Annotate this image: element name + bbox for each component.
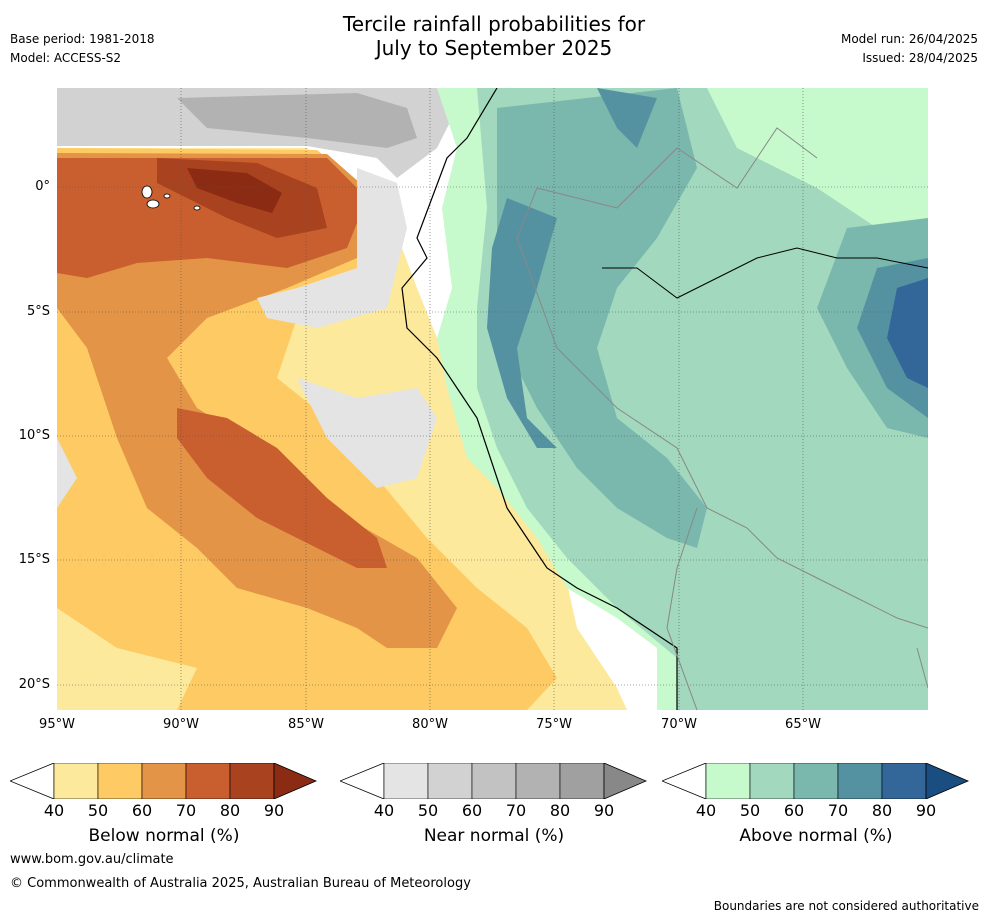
y-tick-5s: 5°S (26, 304, 50, 319)
rainfall-map (57, 88, 928, 710)
cbar3-tick-40: 40 (695, 801, 717, 820)
galapagos-islands (141, 185, 201, 211)
colorbar-above-min-extend (662, 763, 707, 799)
below-normal-region-90 (187, 168, 282, 213)
above-normal-region-80 (887, 278, 928, 388)
base-period: Base period: 1981-2018 (10, 32, 155, 46)
colorbar-near-max-extend (603, 763, 648, 799)
colorbar-below-min-extend (10, 763, 55, 799)
river-amazon (602, 247, 928, 299)
colorbar-near-normal (340, 763, 648, 799)
colorbar-below-normal (10, 763, 318, 799)
cbar2-tick-90: 90 (593, 801, 615, 820)
x-tick-65w: 65°W (785, 717, 821, 732)
y-tick-20s: 20°S (18, 677, 50, 692)
cbar2-tick-50: 50 (417, 801, 439, 820)
colorbar-below-label: Below normal (%) (88, 826, 240, 846)
below-normal-region-70 (57, 158, 387, 568)
cbar2-tick-80: 80 (549, 801, 571, 820)
x-tick-75w: 75°W (536, 717, 572, 732)
cbar2-tick-60: 60 (461, 801, 483, 820)
cbar3-tick-80: 80 (871, 801, 893, 820)
colorbar-below-segment (97, 763, 143, 799)
model-run: Model run: 26/04/2025 (840, 32, 978, 46)
title-line-1: Tercile rainfall probabilities for (342, 12, 646, 36)
x-tick-70w: 70°W (661, 717, 697, 732)
cbar2-tick-70: 70 (505, 801, 527, 820)
cbar2-tick-40: 40 (373, 801, 395, 820)
cbar1-tick-60: 60 (131, 801, 153, 820)
colorbar-near-segment (427, 763, 473, 799)
title-line-2: July to September 2025 (375, 36, 613, 60)
colorbar-near-label: Near normal (%) (423, 826, 565, 846)
colorbar-above-segment (837, 763, 883, 799)
boundaries-note: Boundaries are not considered authoritat… (713, 899, 979, 913)
y-tick-15s: 15°S (18, 552, 50, 567)
x-tick-95w: 95°W (39, 717, 75, 732)
y-tick-0: 0° (35, 179, 50, 194)
cbar1-tick-50: 50 (87, 801, 109, 820)
x-tick-90w: 90°W (163, 717, 199, 732)
cbar3-tick-90: 90 (915, 801, 937, 820)
coastline (401, 88, 678, 710)
cbar3-tick-70: 70 (827, 801, 849, 820)
colorbar-below-segment (141, 763, 187, 799)
colorbar-above-segment (705, 763, 751, 799)
y-tick-10s: 10°S (18, 428, 50, 443)
above-normal-region-60 (497, 88, 928, 548)
cbar1-tick-40: 40 (43, 801, 65, 820)
near-normal-region-north-dark (177, 93, 417, 148)
model-name: Model: ACCESS-S2 (10, 51, 122, 65)
cbar1-tick-80: 80 (219, 801, 241, 820)
issued-date: Issued: 28/04/2025 (862, 51, 978, 65)
cbar1-tick-90: 90 (263, 801, 285, 820)
colorbar-below-segment (185, 763, 231, 799)
x-tick-80w: 80°W (412, 717, 448, 732)
colorbar-above-segment (881, 763, 927, 799)
cbar3-tick-60: 60 (783, 801, 805, 820)
map-grid (57, 88, 928, 710)
country-borders (516, 127, 928, 710)
footer-copyright: © Commonwealth of Australia 2025, Austra… (10, 876, 471, 891)
cbar1-tick-70: 70 (175, 801, 197, 820)
footer-url[interactable]: www.bom.gov.au/climate (10, 852, 174, 867)
colorbar-above-max-extend (925, 763, 970, 799)
colorbar-above-segment (749, 763, 795, 799)
colorbar-near-min-extend (340, 763, 385, 799)
cbar3-tick-50: 50 (739, 801, 761, 820)
colorbar-below-max-extend (273, 763, 318, 799)
x-tick-85w: 85°W (288, 717, 324, 732)
colorbar-near-segment (383, 763, 429, 799)
colorbar-near-segment (471, 763, 517, 799)
colorbar-above-label: Above normal (%) (739, 826, 893, 846)
chart-title: Tercile rainfall probabilities for July … (0, 12, 988, 60)
near-normal-region-coast (57, 168, 437, 508)
colorbar-above-normal (662, 763, 970, 799)
colorbar-near-segment (559, 763, 605, 799)
colorbar-above-segment (793, 763, 839, 799)
colorbar-near-segment (515, 763, 561, 799)
colorbar-below-segment (53, 763, 99, 799)
colorbar-below-segment (229, 763, 275, 799)
